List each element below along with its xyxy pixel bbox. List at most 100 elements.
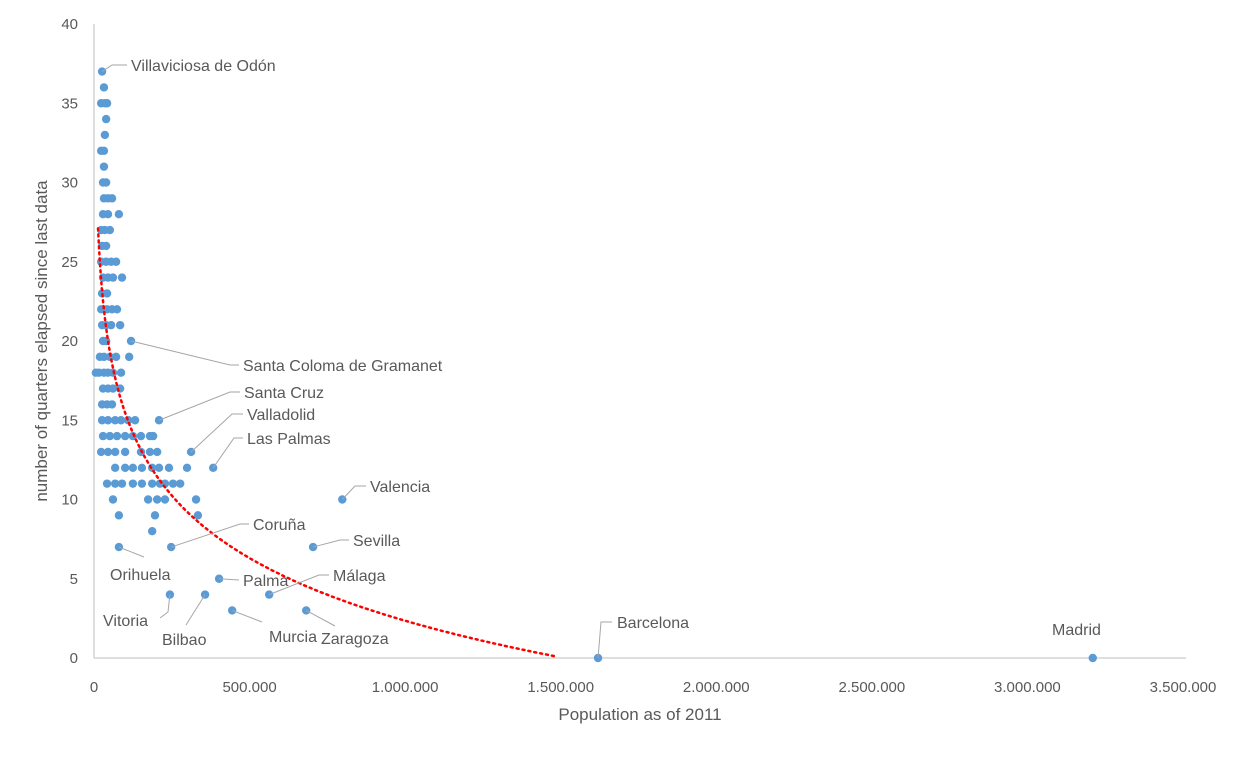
leader-line (231, 609, 263, 623)
data-point (111, 352, 121, 362)
data-point (154, 463, 164, 472)
data-point (150, 511, 160, 520)
data-points (91, 67, 1097, 663)
x-tick-labels: 0 500.000 1.000.000 1.500.000 2.000.000 2.500… (90, 679, 1217, 696)
leader-line (597, 621, 612, 659)
data-point (99, 162, 109, 171)
leader-line (212, 437, 243, 469)
x-tick-label: 500.000 (222, 679, 276, 696)
leader-line (185, 594, 206, 626)
labeled-data-point (308, 542, 318, 552)
data-point (145, 447, 155, 457)
data-point (147, 479, 157, 488)
y-axis-title: number of quarters elapsed since last da… (32, 180, 51, 502)
labeled-data-point (1088, 653, 1097, 663)
y-tick-label: 20 (61, 333, 78, 350)
data-point (117, 479, 127, 488)
data-point (182, 463, 192, 472)
leader-line (268, 574, 329, 596)
point-label: Valladolid (247, 407, 315, 424)
axes (93, 24, 1186, 659)
leader-line (171, 523, 249, 548)
y-tick-label: 35 (61, 95, 78, 112)
data-point (107, 400, 117, 409)
data-point (102, 479, 112, 488)
y-tick-label: 30 (61, 175, 78, 192)
data-point (107, 194, 117, 203)
data-point (100, 130, 110, 140)
data-point (108, 384, 118, 393)
y-tick-label: 15 (61, 412, 78, 429)
data-point (96, 447, 106, 457)
data-point (124, 352, 134, 362)
data-point (128, 479, 138, 488)
data-point (152, 447, 162, 457)
point-label: Villaviciosa de Odón (131, 58, 276, 75)
data-point (103, 447, 113, 457)
point-label: Santa Coloma de Gramanet (243, 358, 443, 375)
data-point (128, 463, 138, 472)
leader-line (118, 546, 145, 558)
data-point (120, 447, 130, 457)
data-point (101, 241, 111, 251)
point-label: Barcelona (617, 615, 689, 632)
x-tick-label: 3.000.000 (994, 679, 1061, 696)
data-point (137, 479, 147, 488)
data-point (103, 416, 113, 425)
data-point (116, 416, 126, 425)
point-label: Vitoria (103, 613, 148, 630)
leader-line (305, 610, 336, 627)
data-point (130, 416, 140, 425)
point-label: Las Palmas (247, 431, 331, 448)
data-point (105, 225, 115, 235)
data-point (117, 273, 127, 282)
trendline (96, 227, 556, 658)
data-point (101, 178, 111, 187)
data-point (99, 352, 109, 362)
labeled-data-point (301, 606, 311, 615)
point-label: Zaragoza (321, 631, 389, 648)
point-label: Murcia (269, 629, 317, 646)
labeled-data-point (264, 590, 274, 599)
data-point (110, 416, 120, 425)
point-label: Bilbao (162, 632, 207, 649)
data-point (112, 305, 122, 314)
data-point (105, 431, 115, 441)
point-label: Orihuela (110, 567, 171, 584)
data-point (108, 495, 118, 504)
x-axis-title: Population as of 2011 (558, 705, 721, 724)
point-label: Coruña (253, 517, 306, 534)
x-tick-label: 3.500.000 (1150, 679, 1217, 696)
point-label: Palma (243, 573, 288, 590)
y-tick-label: 40 (61, 16, 78, 33)
data-point (114, 210, 124, 219)
data-point (120, 431, 130, 441)
point-label: Sevilla (353, 533, 400, 550)
data-point (112, 431, 122, 441)
leader-line (219, 578, 240, 581)
y-tick-label: 25 (61, 254, 78, 271)
data-point (115, 320, 125, 330)
data-point (98, 431, 108, 441)
data-point (137, 463, 147, 472)
x-tick-label: 1.000.000 (372, 679, 439, 696)
data-point (102, 99, 112, 108)
leader-line (312, 539, 349, 548)
leader-line (101, 64, 127, 72)
trendline-path (96, 227, 556, 658)
x-tick-label: 2.000.000 (683, 679, 750, 696)
data-point (116, 368, 126, 377)
data-point (128, 431, 138, 441)
data-point (106, 320, 116, 330)
data-point (191, 495, 201, 504)
y-tick-label: 10 (61, 492, 78, 509)
data-point (108, 273, 118, 282)
x-tick-label: 2.500.000 (838, 679, 905, 696)
data-point (110, 479, 120, 488)
data-point (143, 495, 153, 504)
data-point (136, 431, 146, 441)
leader-line (158, 391, 240, 421)
y-tick-labels: 0 5 10 15 20 25 30 35 40 (61, 16, 78, 667)
point-labels: Villaviciosa de Odón Santa Coloma de Gram… (101, 58, 1101, 659)
